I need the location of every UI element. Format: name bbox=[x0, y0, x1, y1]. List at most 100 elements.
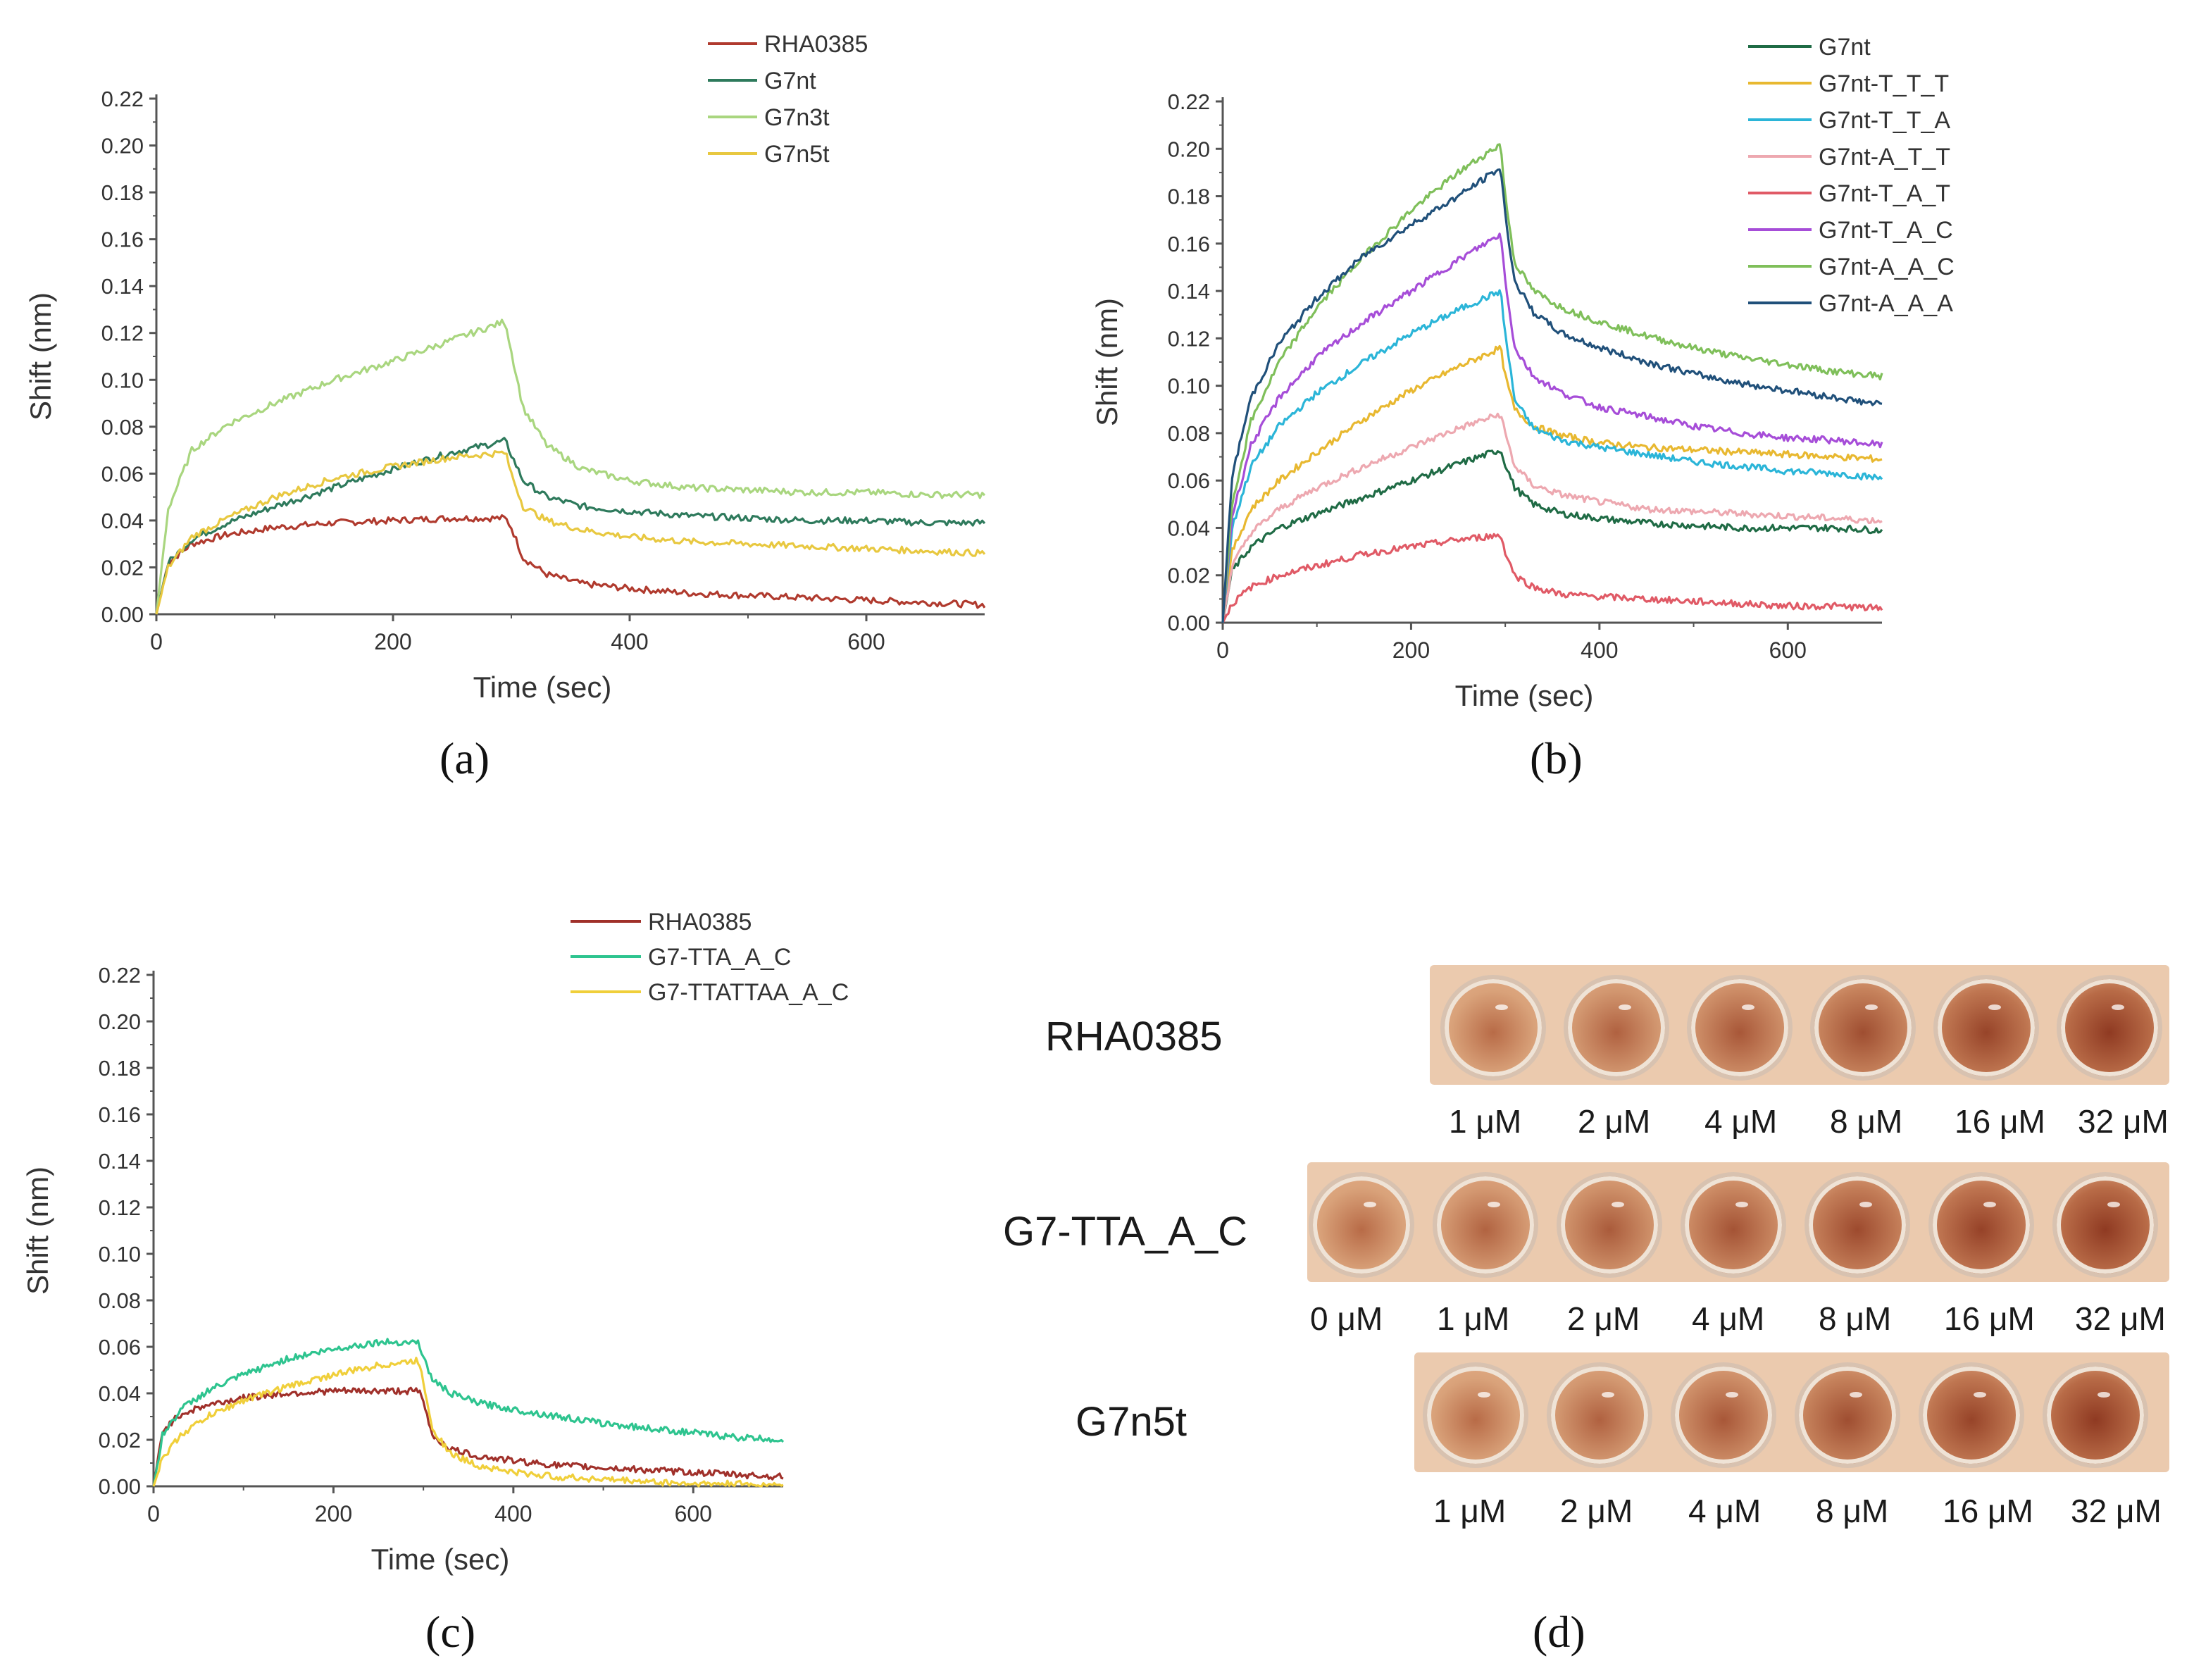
concentration-label: 0 μM bbox=[1310, 1300, 1383, 1337]
chart-a-series-line bbox=[155, 449, 986, 615]
chart-c-y-tick-label: 0.00 bbox=[99, 1474, 141, 1499]
chart-c-y-axis-label: Shift (nm) bbox=[21, 1166, 54, 1295]
chart-a-x-axis-label: Time (sec) bbox=[473, 671, 612, 704]
chart-a-y-tick-label: 0.22 bbox=[101, 87, 144, 111]
chart-a-series-line bbox=[155, 437, 986, 615]
chart-c-y-tick-label: 0.22 bbox=[99, 963, 141, 988]
concentration-label: 2 μM bbox=[1560, 1493, 1633, 1529]
chart-a-legend-label: RHA0385 bbox=[764, 31, 868, 58]
concentration-label: 4 μM bbox=[1692, 1300, 1765, 1337]
chart-c-y-tick-label: 0.06 bbox=[99, 1335, 141, 1359]
plate-well-highlight bbox=[1974, 1392, 1986, 1398]
chart-b-series-line bbox=[1221, 412, 1883, 623]
chart-a-legend-label: G7nt bbox=[764, 68, 816, 94]
chart-b-legend-label: G7nt-A_A_C bbox=[1819, 254, 1955, 280]
chart-b-x-tick-label: 200 bbox=[1392, 637, 1430, 663]
concentration-label: 2 μM bbox=[1578, 1103, 1651, 1140]
plate-well-highlight bbox=[1865, 1004, 1878, 1010]
chart-a-legend-label: G7n5t bbox=[764, 141, 830, 168]
chart-b-legend-label: G7nt-T_A_T bbox=[1819, 180, 1950, 207]
plate-well bbox=[2057, 975, 2162, 1081]
plate-well bbox=[1547, 1362, 1652, 1468]
plate-well bbox=[1687, 975, 1793, 1081]
panel-label-d: (d) bbox=[1533, 1607, 1585, 1657]
chart-a-x-tick-label: 600 bbox=[847, 629, 885, 654]
plate-well-highlight bbox=[1602, 1392, 1614, 1398]
plate-well-highlight bbox=[1983, 1202, 1996, 1207]
chart-a-y-tick-label: 0.04 bbox=[101, 509, 144, 533]
concentration-label: 8 μM bbox=[1819, 1300, 1892, 1337]
concentration-label: 32 μM bbox=[2078, 1103, 2169, 1140]
plate-well-highlight bbox=[1619, 1004, 1631, 1010]
chart-b-x-tick-label: 600 bbox=[1769, 637, 1807, 663]
chart-a-y-tick-label: 0.08 bbox=[101, 415, 144, 440]
concentration-label: 1 μM bbox=[1433, 1493, 1507, 1529]
chart-c-series-line bbox=[152, 1386, 784, 1487]
chart-c-x-axis-label: Time (sec) bbox=[371, 1543, 510, 1576]
chart-b-series-line bbox=[1221, 344, 1883, 623]
chart-b-series-line bbox=[1221, 232, 1883, 623]
plate-well bbox=[1928, 1172, 2034, 1278]
chart-b-y-tick-label: 0.22 bbox=[1168, 89, 1210, 114]
chart-a-y-tick-label: 0.02 bbox=[101, 555, 144, 580]
concentration-label: 32 μM bbox=[2075, 1300, 2166, 1337]
chart-b-y-tick-label: 0.04 bbox=[1168, 516, 1210, 540]
plate-well-highlight bbox=[1859, 1202, 1872, 1207]
chart-c-x-tick-label: 0 bbox=[147, 1501, 160, 1526]
chart-b-y-tick-label: 0.20 bbox=[1168, 137, 1210, 161]
chart-a-y-tick-label: 0.14 bbox=[101, 274, 144, 299]
chart-c-y-tick-label: 0.14 bbox=[99, 1149, 141, 1174]
chart-c-x-tick-label: 600 bbox=[675, 1501, 712, 1526]
plate-well-highlight bbox=[1488, 1202, 1500, 1207]
plate-well bbox=[2052, 1172, 2158, 1278]
chart-b-legend-label: G7nt-T_T_A bbox=[1819, 107, 1950, 134]
chart-b-legend-label: G7nt bbox=[1819, 34, 1871, 61]
plate-row-2 bbox=[1307, 1162, 2169, 1282]
chart-a-y-tick-label: 0.06 bbox=[101, 461, 144, 486]
concentration-label: 16 μM bbox=[1943, 1493, 2033, 1529]
chart-c-y-tick-label: 0.02 bbox=[99, 1428, 141, 1452]
plate-well bbox=[1564, 975, 1669, 1081]
concentration-label: 8 μM bbox=[1830, 1103, 1903, 1140]
plate-well bbox=[1795, 1362, 1900, 1468]
chart-c-y-tick-label: 0.20 bbox=[99, 1009, 141, 1034]
plate-well bbox=[1423, 1362, 1528, 1468]
panel-label-c: (c) bbox=[425, 1607, 476, 1657]
plate-well bbox=[1805, 1172, 1910, 1278]
chart-b-series-line bbox=[1221, 449, 1883, 623]
chart-b-y-axis-label: Shift (nm) bbox=[1090, 298, 1123, 426]
concentration-label: 4 μM bbox=[1704, 1103, 1778, 1140]
chart-a-y-tick-label: 0.00 bbox=[101, 602, 144, 627]
plate-well-highlight bbox=[2098, 1392, 2110, 1398]
concentration-label: 16 μM bbox=[1955, 1103, 2045, 1140]
chart-b-y-tick-label: 0.14 bbox=[1168, 279, 1210, 304]
panel-label-a: (a) bbox=[440, 733, 490, 783]
concentration-label: 1 μM bbox=[1437, 1300, 1510, 1337]
plate-row-1 bbox=[1430, 965, 2169, 1085]
chart-a-y-tick-label: 0.16 bbox=[101, 228, 144, 252]
chart-c-y-tick-label: 0.10 bbox=[99, 1242, 141, 1267]
concentration-label: 4 μM bbox=[1688, 1493, 1762, 1529]
chart-b-series-line bbox=[1221, 168, 1883, 623]
chart-b-y-tick-label: 0.08 bbox=[1168, 421, 1210, 446]
chart-b-legend-label: G7nt-A_T_T bbox=[1819, 144, 1950, 170]
plate-row-name-3: G7n5t bbox=[1076, 1399, 1187, 1445]
plate-well bbox=[2043, 1362, 2148, 1468]
chart-b-y-tick-label: 0.02 bbox=[1168, 564, 1210, 588]
chart-c-y-tick-label: 0.12 bbox=[99, 1195, 141, 1220]
plate-well bbox=[1810, 975, 1916, 1081]
chart-c-y-tick-label: 0.18 bbox=[99, 1056, 141, 1081]
plate-well-highlight bbox=[1726, 1392, 1738, 1398]
chart-a-legend-label: G7n3t bbox=[764, 104, 830, 131]
chart-b-legend-label: G7nt-A_A_A bbox=[1819, 290, 1953, 317]
plate-well-highlight bbox=[1478, 1392, 1490, 1398]
chart-b-y-tick-label: 0.12 bbox=[1168, 326, 1210, 351]
chart-a-series-line bbox=[155, 318, 986, 615]
plate-well-highlight bbox=[2107, 1202, 2120, 1207]
chart-b-y-tick-label: 0.10 bbox=[1168, 374, 1210, 399]
plate-well-highlight bbox=[1364, 1202, 1376, 1207]
chart-b-y-tick-label: 0.00 bbox=[1168, 611, 1210, 635]
chart-a-y-tick-label: 0.18 bbox=[101, 180, 144, 205]
chart-b-x-tick-label: 400 bbox=[1581, 637, 1618, 663]
